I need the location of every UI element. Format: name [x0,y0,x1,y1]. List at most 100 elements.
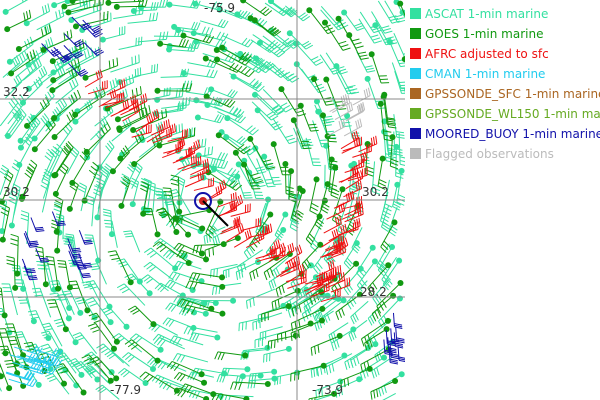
barb-flag [169,125,172,134]
barb-flag [168,319,175,327]
legend-label: GPSSONDE_SFC 1-min marine [425,87,600,101]
barb-flag [156,240,164,246]
barb-flag [345,96,349,105]
barb-shaft [18,31,52,50]
barb-flag [261,230,265,239]
barb-flag [204,147,206,156]
barb-flag [176,181,184,187]
barb-dot [280,227,287,234]
barb-flag [255,57,263,65]
barb-dot [391,219,398,226]
barb-dot [398,371,405,378]
barb-shaft [75,358,93,379]
barb-flag [266,182,275,184]
barb-shaft [160,109,183,115]
wind-barb [235,258,261,280]
lat-label: 30.2 [3,185,30,199]
barb-flag [344,278,346,287]
barb-shaft [117,107,146,120]
wind-barb [393,114,405,139]
barb-flag [360,154,364,163]
barb-flag [309,210,318,215]
wind-barb [388,348,399,365]
barb-flag [296,110,305,114]
barb-flag [348,299,354,307]
barb-flag [90,47,94,56]
barb-flag [287,309,292,318]
barb-flag [372,297,378,306]
barb-flag [367,287,373,295]
barb-flag [70,287,80,290]
barb-flag [191,307,196,315]
barb-shaft [52,73,81,91]
barb-flag [29,372,35,380]
barb-flag [266,63,274,69]
barb-flag [359,118,363,127]
barb-flag [88,99,93,108]
barb-shaft [48,322,63,347]
barb-flag [65,233,74,236]
barb-shaft [159,135,195,146]
barb-dot [397,279,404,286]
barb-dot [72,111,79,118]
barb-flag [249,299,252,308]
barb-dot [202,310,209,317]
barb-shaft [294,190,304,217]
barb-flag [235,109,242,117]
wind-barb [316,260,335,278]
wind-barb [41,148,55,182]
barb-flag [248,246,255,254]
barb-flag [358,217,361,226]
barb-flag [238,111,245,118]
barb-flag [187,298,192,307]
barb-flag [179,374,186,382]
barb-flag [230,193,233,202]
barb-flag [356,218,359,227]
barb-dot [230,73,237,80]
wind-barb [46,145,60,177]
barb-shaft [20,125,37,148]
wind-barb [380,93,396,126]
barb-flag [252,80,259,87]
barb-dot [341,9,348,16]
barb-flag [135,131,140,139]
barb-flag [309,233,316,240]
barb-shaft [116,5,146,8]
barb-shaft [194,243,224,247]
barb-flag [30,159,38,166]
legend-label: MOORED_BUOY 1-min marine [425,127,600,141]
wind-barb [20,210,30,244]
wind-barb [102,208,115,238]
barb-flag [356,284,363,292]
wind-barb [290,117,312,150]
barb-flag [170,282,176,289]
barb-flag [390,158,399,163]
wind-barb [305,213,323,246]
barb-flag [85,201,94,206]
barb-flag [12,267,21,270]
barb-flag [43,325,52,329]
barb-shaft [188,100,218,106]
barb-dot [8,222,15,229]
barb-flag [47,38,51,47]
barb-flag [294,106,303,111]
barb-shaft [385,330,388,345]
barb-flag [144,93,148,102]
barb-flag [89,286,98,290]
barb-shaft [93,172,103,204]
wind-barb [23,265,38,281]
barb-flag [73,251,82,253]
barb-flag [75,363,84,368]
barb-shaft [147,181,152,211]
barb-flag [26,268,35,271]
barb-flag [395,172,404,176]
barb-flag [165,318,172,326]
barb-shaft [321,235,339,248]
wind-barb [9,353,39,363]
barb-flag [239,194,244,203]
barb-flag [168,188,177,192]
barb-shaft [392,312,395,327]
barb-flag [101,306,110,311]
barb-dot [398,167,405,174]
wind-barb [301,68,327,94]
